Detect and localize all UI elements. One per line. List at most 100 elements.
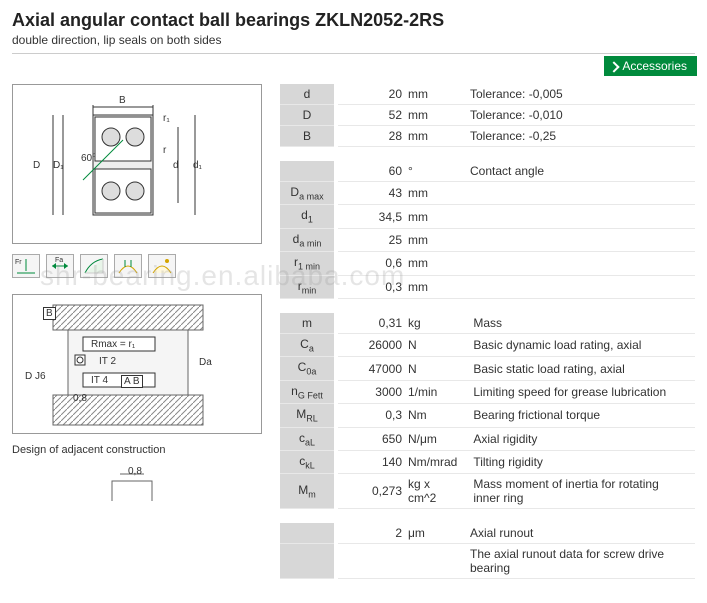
spec-description: Tolerance: -0,010: [462, 105, 695, 126]
diagram-label-r: r: [163, 145, 166, 156]
spec-value: 26000: [336, 333, 406, 356]
spec-value: 60: [336, 161, 406, 182]
spec-symbol: nG Fett: [280, 380, 336, 403]
spec-unit: [406, 544, 462, 579]
spec-symbol: m: [280, 313, 336, 334]
spec-value: 3000: [336, 380, 406, 403]
spec-description: Contact angle: [462, 161, 695, 182]
spec-row: nG Fett30001/minLimiting speed for greas…: [280, 380, 695, 403]
spec-row: MRL0,3NmBearing frictional torque: [280, 404, 695, 427]
diagram-label-IT2: IT 2: [99, 356, 116, 367]
spec-row: B28mmTolerance: -0,25: [280, 126, 695, 147]
adjacent-construction-diagram: B Rmax = r₁ IT 2 IT 4 A B D J6 Da 0,8: [12, 294, 262, 434]
spec-table-geometry: 60°Contact angleDa max43mmd134,5mmda min…: [280, 161, 695, 299]
spec-row: r1 min0,6mm: [280, 252, 695, 275]
diagram-label-angle: 60°: [81, 153, 96, 164]
spec-unit: N/μm: [406, 427, 465, 450]
spec-value: 25: [336, 228, 406, 251]
spec-symbol: caL: [280, 427, 336, 450]
spec-value: 650: [336, 427, 406, 450]
spec-value: 52: [336, 105, 406, 126]
spec-unit: 1/min: [406, 380, 465, 403]
spec-row: 60°Contact angle: [280, 161, 695, 182]
spec-value: 43: [336, 182, 406, 205]
diagram-label-r1: r₁: [163, 113, 170, 124]
spec-symbol: da min: [280, 228, 336, 251]
spec-value: 2: [336, 523, 406, 544]
diagram-label-AB: A B: [121, 375, 143, 388]
accessories-button[interactable]: Accessories: [604, 56, 697, 76]
spec-description: [462, 182, 695, 205]
load-radial-icon: Fr: [12, 254, 40, 278]
diagram-label-DJ6: D J6: [25, 371, 46, 382]
spec-unit: mm: [406, 182, 462, 205]
spec-symbol: D: [280, 105, 336, 126]
spec-symbol: ckL: [280, 450, 336, 473]
spec-description: [462, 228, 695, 251]
spec-value: 47000: [336, 357, 406, 380]
spec-unit: mm: [406, 84, 462, 105]
spec-description: Mass moment of inertia for rotating inne…: [465, 474, 695, 509]
spec-value: 0,31: [336, 313, 406, 334]
spec-symbol: [280, 161, 336, 182]
spec-row: Ca26000NBasic dynamic load rating, axial: [280, 333, 695, 356]
spec-description: Axial runout: [462, 523, 695, 544]
spec-symbol: [280, 544, 336, 579]
spec-symbol: Ca: [280, 333, 336, 356]
spec-symbol: Mm: [280, 474, 336, 509]
diagram-label-d1: d₁: [193, 160, 202, 171]
spec-symbol: rmin: [280, 275, 336, 298]
spec-table-runout: 2μmAxial runoutThe axial runout data for…: [280, 523, 695, 579]
spec-table-performance: m0,31kgMassCa26000NBasic dynamic load ra…: [280, 313, 695, 509]
spec-row: m0,31kgMass: [280, 313, 695, 334]
spec-value: 20: [336, 84, 406, 105]
spec-value: 0,3: [336, 275, 406, 298]
spec-table-dimensions: d20mmTolerance: -0,005D52mmTolerance: -0…: [280, 84, 695, 147]
spec-description: Basic static load rating, axial: [465, 357, 695, 380]
page-subtitle: double direction, lip seals on both side…: [12, 33, 695, 47]
spec-unit: Nm/mrad: [406, 450, 465, 473]
spec-unit: N: [406, 333, 465, 356]
bottom-detail-diagram: 0,8: [12, 466, 262, 506]
spec-unit: mm: [406, 275, 462, 298]
diagram-label-Rmax: Rmax = r₁: [91, 339, 135, 350]
spec-row: Mm0,273kg x cm^2Mass moment of inertia f…: [280, 474, 695, 509]
diagram-label-08a: 0,8: [73, 393, 87, 404]
spec-unit: mm: [406, 252, 462, 275]
spec-symbol: B: [280, 126, 336, 147]
spec-symbol: [280, 523, 336, 544]
spec-unit: mm: [406, 126, 462, 147]
spec-value: 0,6: [336, 252, 406, 275]
right-column: d20mmTolerance: -0,005D52mmTolerance: -0…: [280, 84, 695, 593]
spec-description: The axial runout data for screw drive be…: [462, 544, 695, 579]
spec-symbol: d: [280, 84, 336, 105]
cross-section-diagram: B r₁ r D D₁ d d₁ 60°: [12, 84, 262, 244]
spec-symbol: r1 min: [280, 252, 336, 275]
grease-icon: [114, 254, 142, 278]
spec-unit: N: [406, 357, 465, 380]
spec-description: [462, 205, 695, 228]
spec-description: Mass: [465, 313, 695, 334]
spec-description: Tolerance: -0,25: [462, 126, 695, 147]
diagram-label-Bbox: B: [43, 307, 56, 320]
divider: [12, 53, 695, 54]
spec-unit: mm: [406, 105, 462, 126]
spec-unit: kg x cm^2: [406, 474, 465, 509]
spec-value: 28: [336, 126, 406, 147]
spec-value: 0,3: [336, 404, 406, 427]
spec-row: Da max43mm: [280, 182, 695, 205]
spec-row: C0a47000NBasic static load rating, axial: [280, 357, 695, 380]
spec-description: Limiting speed for grease lubrication: [465, 380, 695, 403]
spec-symbol: d1: [280, 205, 336, 228]
svg-text:Fa: Fa: [55, 257, 63, 264]
seal-icon: [80, 254, 108, 278]
diagram-label-IT4: IT 4: [91, 375, 108, 386]
diagram-label-B: B: [119, 95, 126, 106]
spec-description: [462, 275, 695, 298]
spec-value: 140: [336, 450, 406, 473]
lube-icon: [148, 254, 176, 278]
spec-description: Tilting rigidity: [465, 450, 695, 473]
spec-row: d20mmTolerance: -0,005: [280, 84, 695, 105]
diagram-label-D1: D₁: [53, 160, 64, 171]
svg-text:Fr: Fr: [15, 259, 22, 266]
